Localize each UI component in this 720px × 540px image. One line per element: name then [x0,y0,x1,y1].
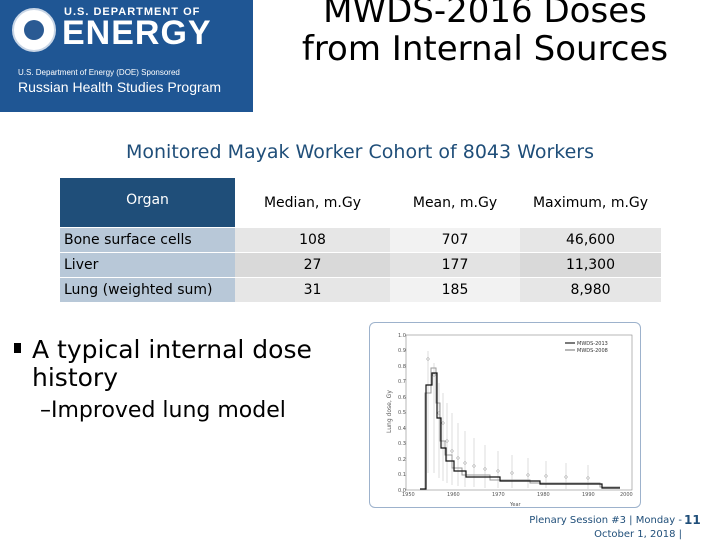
logo-energy-text: ENERGY [62,14,212,52]
table-row: Liver 27 177 11,300 [60,253,661,277]
dose-table: Organ Median, m.Gy Mean, m.Gy Maximum, m… [60,178,661,302]
y-tick: 0.6 [398,395,406,401]
table-row: Bone surface cells 108 707 46,600 [60,228,661,252]
y-tick: 0.4 [398,426,406,432]
x-tick: 1970 [492,492,505,498]
plot-area [405,334,633,491]
slide-subtitle: Monitored Mayak Worker Cohort of 8043 Wo… [126,141,594,163]
footer-line-1: Plenary Session #3 | Monday - [529,515,682,526]
y-tick: 0.9 [398,348,406,354]
x-tick: 1990 [582,492,595,498]
legend-label: MWDS-2013 [577,341,608,347]
y-tick: 0.0 [398,488,406,494]
x-tick-labels: 1950 1960 1970 1980 1990 2000 [402,492,633,498]
y-tick: 0.1 [398,472,406,478]
logo-program-text: Russian Health Studies Program [18,79,222,95]
y-tick: 0.3 [398,441,406,447]
table-row: Lung (weighted sum) 31 185 8,980 [60,278,661,302]
dose-history-figure: 1.0 0.9 0.8 0.7 0.6 0.5 0.4 0.3 0.2 0.1 … [369,322,641,508]
doe-seal-icon [12,8,56,52]
doe-logo: U.S. DEPARTMENT OF ENERGY U.S. Departmen… [0,0,253,112]
x-tick: 1950 [402,492,415,498]
footer-line-2: October 1, 2018 | [594,529,682,540]
cell-max: 8,980 [520,278,661,302]
cell-median: 108 [235,228,390,252]
y-axis-label: Lung dose, Gy [386,390,393,433]
table-header: Organ Median, m.Gy Mean, m.Gy Maximum, m… [60,178,661,227]
data-markers [426,357,590,480]
x-tick: 2000 [620,492,633,498]
cell-median: 31 [235,278,390,302]
plot-legend: MWDS-2013 MWDS-2008 [565,341,608,354]
y-tick: 0.7 [398,379,406,385]
logo-dept-text: U.S. DEPARTMENT OF [64,6,201,18]
sub-bullet-text: –Improved lung model [40,398,286,423]
cell-mean: 707 [390,228,520,252]
cell-max: 46,600 [520,228,661,252]
series-2013-line [420,372,620,490]
header-organ: Organ [60,178,235,227]
y-tick: 0.5 [398,410,406,416]
header-median: Median, m.Gy [235,178,390,227]
cell-organ: Lung (weighted sum) [60,278,235,302]
bullet-square-icon [14,343,21,353]
header-mean: Mean, m.Gy [390,178,520,227]
cell-organ: Bone surface cells [60,228,235,252]
cell-mean: 177 [390,253,520,277]
cell-mean: 185 [390,278,520,302]
logo-sponsor-text: U.S. Department of Energy (DOE) Sponsore… [18,68,180,77]
x-axis-label: Year [509,502,522,508]
slide-title: MWDS-2016 Doses from Internal Sources [301,0,669,69]
legend-label: MWDS-2008 [577,348,608,354]
y-tick: 1.0 [398,333,406,339]
bullet-text: A typical internal dose history [32,335,312,392]
x-tick: 1980 [537,492,550,498]
y-tick: 0.8 [398,364,406,370]
header-max: Maximum, m.Gy [520,178,661,227]
x-tick: 1960 [447,492,460,498]
y-tick: 0.2 [398,457,406,463]
slide-footer: Plenary Session #3 | Monday - October 1,… [470,514,682,540]
page-number: 11 [684,513,701,527]
cell-organ: Liver [60,253,235,277]
cell-median: 27 [235,253,390,277]
y-tick-labels: 1.0 0.9 0.8 0.7 0.6 0.5 0.4 0.3 0.2 0.1 … [398,333,406,494]
dose-history-plot: 1.0 0.9 0.8 0.7 0.6 0.5 0.4 0.3 0.2 0.1 … [386,333,633,508]
cell-max: 11,300 [520,253,661,277]
